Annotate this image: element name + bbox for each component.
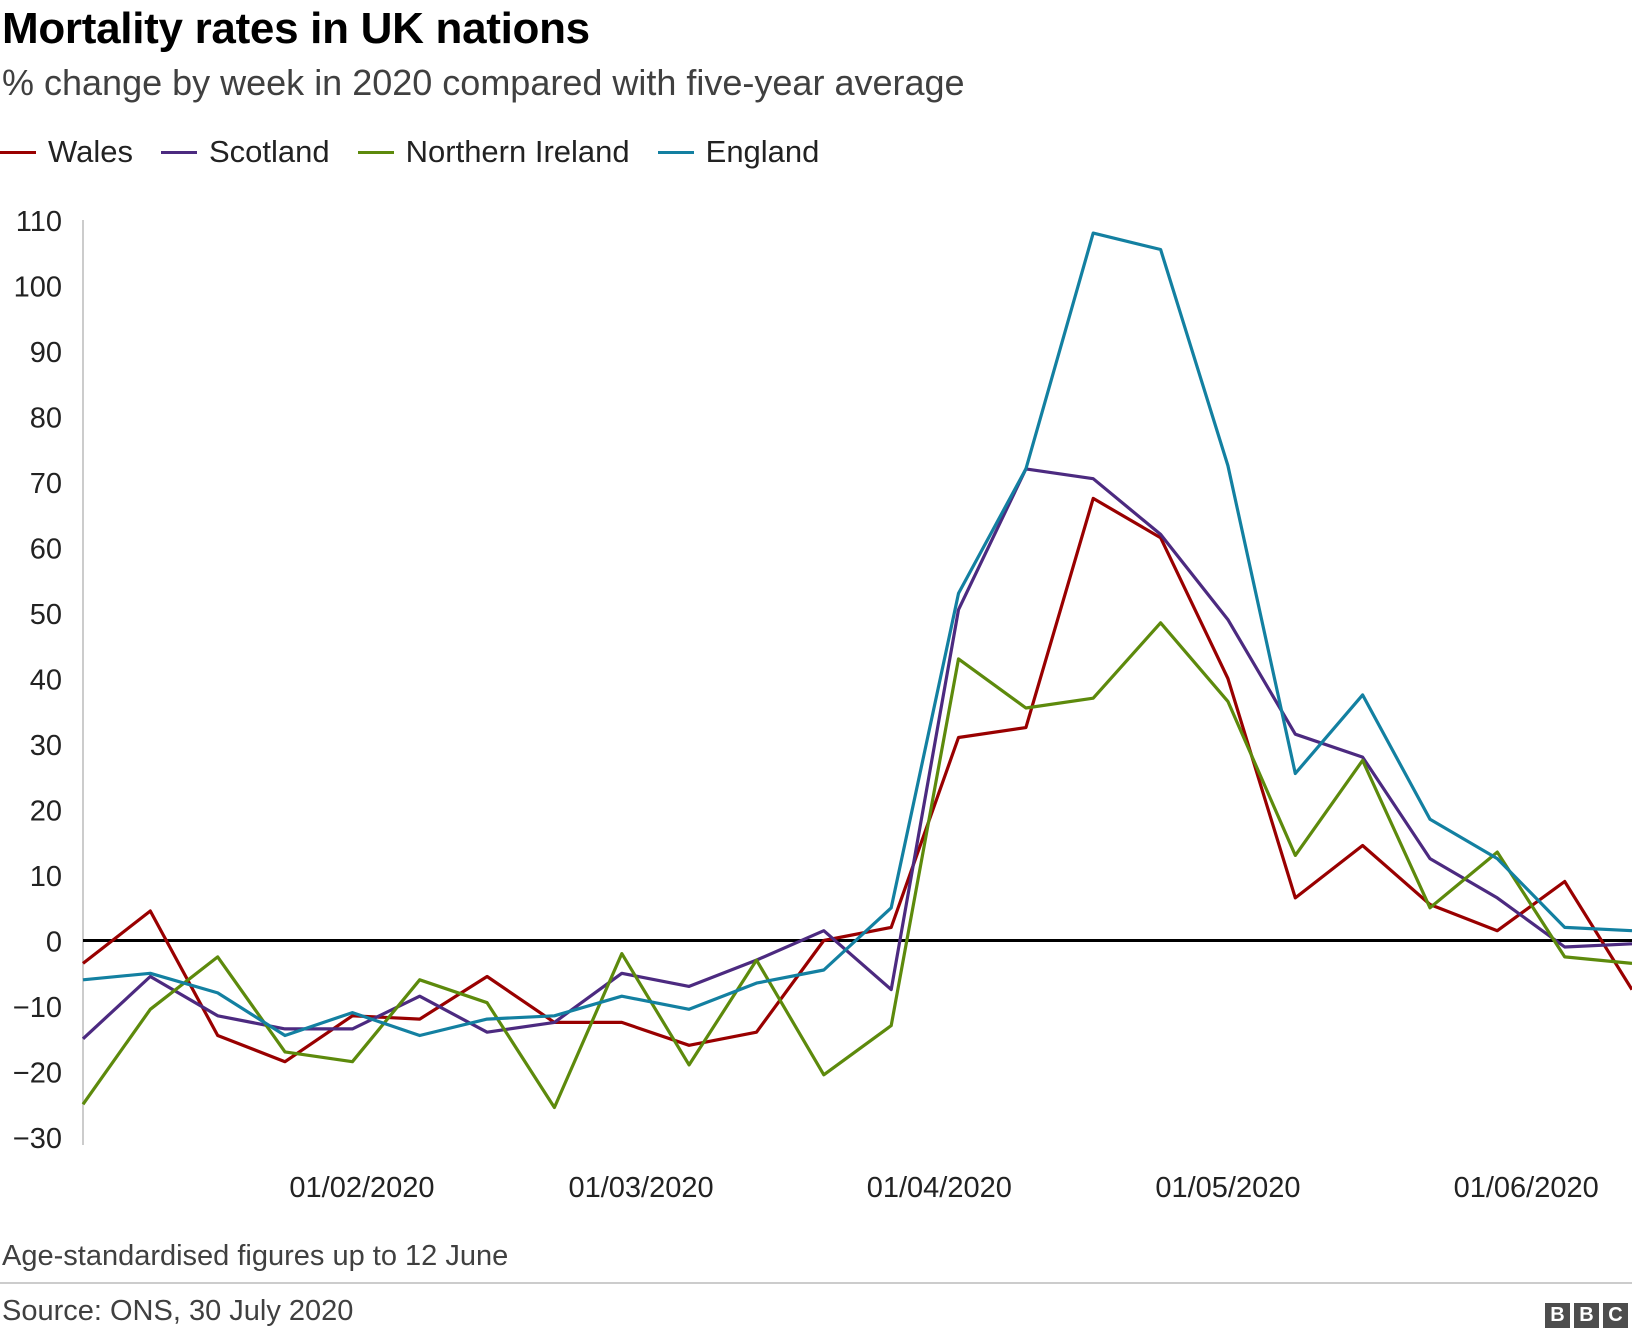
bbc-logo: B B C	[1541, 1303, 1628, 1328]
chart-subtitle: % change by week in 2020 compared with f…	[2, 62, 965, 103]
legend-item-scotland: Scotland	[160, 134, 330, 170]
bbc-logo-block-2: B	[1574, 1303, 1599, 1328]
series-lines	[81, 231, 1632, 1110]
legend-item-wales: Wales	[0, 134, 133, 170]
legend-swatch-northern-ireland	[357, 150, 394, 154]
series-line-scotland	[81, 467, 1632, 1040]
legend-swatch-scotland	[160, 150, 197, 154]
y-tick-label: 60	[30, 534, 62, 566]
series-line-northern-ireland	[81, 621, 1632, 1110]
x-tick-label: 01/03/2020	[568, 1172, 713, 1204]
y-tick-label: 100	[14, 272, 62, 304]
y-tick-label: −30	[13, 1123, 62, 1155]
series-line-wales	[82, 496, 1632, 1064]
chart-source: Source: ONS, 30 July 2020	[2, 1295, 354, 1327]
y-tick-label: 80	[30, 403, 62, 435]
footer-divider	[0, 1282, 1632, 1284]
legend-label-scotland: Scotland	[208, 134, 330, 169]
chart-footnote: Age-standardised figures up to 12 June	[2, 1240, 509, 1272]
y-tick-label: −10	[13, 992, 62, 1024]
y-tick-label: 90	[30, 337, 62, 369]
series-line-england	[82, 231, 1632, 1038]
legend-label-wales: Wales	[48, 134, 133, 169]
y-tick-label: 10	[30, 861, 62, 893]
legend-label-northern-ireland: Northern Ireland	[405, 134, 630, 169]
y-tick-label: 70	[30, 468, 62, 500]
bbc-logo-block-3: C	[1603, 1303, 1628, 1328]
x-axis-ticks: 01/02/2020 01/03/2020 01/04/2020 01/05/2020…	[289, 1172, 1598, 1204]
x-tick-label: 01/06/2020	[1454, 1172, 1599, 1204]
y-tick-label: 110	[16, 206, 62, 238]
y-tick-label: 40	[30, 665, 62, 697]
y-tick-label: 0	[46, 927, 62, 959]
chart-title: Mortality rates in UK nations	[2, 4, 590, 53]
legend-label-england: England	[705, 134, 820, 169]
y-tick-label: −20	[13, 1058, 62, 1090]
legend-item-england: England	[657, 134, 820, 170]
x-tick-label: 01/04/2020	[867, 1172, 1012, 1204]
legend: Wales Scotland Northern Ireland England	[0, 134, 847, 170]
bbc-logo-block-1: B	[1545, 1303, 1570, 1328]
legend-swatch-wales	[0, 150, 36, 154]
x-tick-label: 01/05/2020	[1155, 1172, 1300, 1204]
y-tick-label: 20	[30, 796, 62, 828]
y-tick-label: 50	[30, 599, 62, 631]
legend-swatch-england	[657, 150, 694, 154]
y-tick-label: 30	[30, 730, 62, 762]
x-tick-label: 01/02/2020	[289, 1172, 434, 1204]
legend-item-northern-ireland: Northern Ireland	[357, 134, 630, 170]
